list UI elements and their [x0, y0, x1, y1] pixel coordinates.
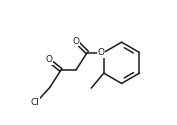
Text: Cl: Cl: [30, 98, 39, 107]
Text: O: O: [73, 37, 79, 46]
Text: O: O: [45, 56, 52, 64]
Text: O: O: [98, 48, 104, 57]
